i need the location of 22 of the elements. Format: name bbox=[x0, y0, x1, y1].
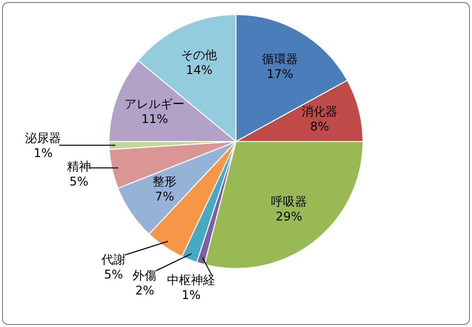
slice-label: 循環器 bbox=[262, 52, 298, 66]
data-label: 14% bbox=[186, 62, 213, 77]
slice-label: 外傷 bbox=[132, 268, 157, 282]
data-label: 5% bbox=[104, 268, 124, 282]
slice-label: 代謝 bbox=[100, 252, 126, 267]
data-label: 17% bbox=[266, 66, 294, 81]
data-label: 5% bbox=[69, 174, 88, 188]
slice-label: 精神 bbox=[66, 160, 91, 174]
slice-label: アレルギー bbox=[124, 96, 185, 111]
data-label: 29% bbox=[276, 209, 302, 224]
slice-label: 整形 bbox=[152, 174, 177, 189]
data-label: 7% bbox=[155, 190, 174, 204]
data-label: 2% bbox=[135, 283, 154, 298]
slice-label: 消化器 bbox=[302, 104, 338, 119]
data-label: 11% bbox=[141, 112, 168, 126]
slice-label: その他 bbox=[181, 48, 218, 62]
data-label: 1% bbox=[34, 146, 53, 160]
data-label: 1% bbox=[182, 288, 201, 302]
data-label: 8% bbox=[310, 120, 330, 134]
slice-label: 中枢神経 bbox=[167, 273, 216, 288]
slice-label: 泌尿器 bbox=[25, 130, 62, 145]
slice-label: 呼吸器 bbox=[270, 194, 307, 208]
